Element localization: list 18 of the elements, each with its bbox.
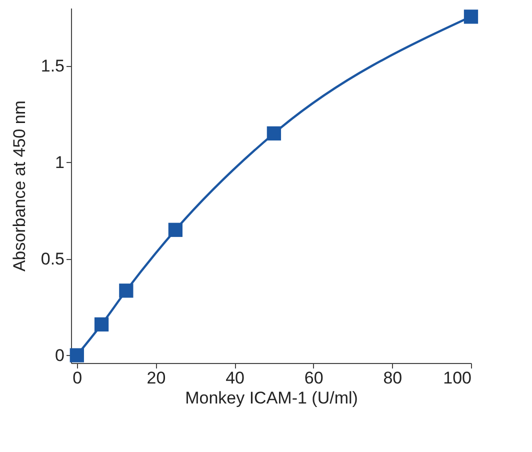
point xyxy=(119,284,134,298)
x-tick-label: 40 xyxy=(226,368,245,388)
x-tick-label: 100 xyxy=(443,368,472,388)
y-axis-title: Absorbance at 450 nm xyxy=(10,100,29,272)
x-axis-title: Monkey ICAM-1 (U/ml) xyxy=(185,388,358,408)
point xyxy=(168,222,183,237)
x-tick-label: 20 xyxy=(146,368,166,388)
y-tick-label: 1 xyxy=(55,152,64,172)
y-tick-label: 0 xyxy=(55,346,64,365)
point xyxy=(266,126,282,140)
y-tick-label: 0.5 xyxy=(40,249,64,268)
x-tick-label: 60 xyxy=(304,368,324,388)
point xyxy=(94,317,109,332)
point xyxy=(464,10,478,24)
x-tick-label: 0 xyxy=(72,368,82,388)
point xyxy=(70,348,84,362)
y-tick-label: 1.5 xyxy=(40,56,64,76)
x-tick-label: 80 xyxy=(383,368,402,388)
